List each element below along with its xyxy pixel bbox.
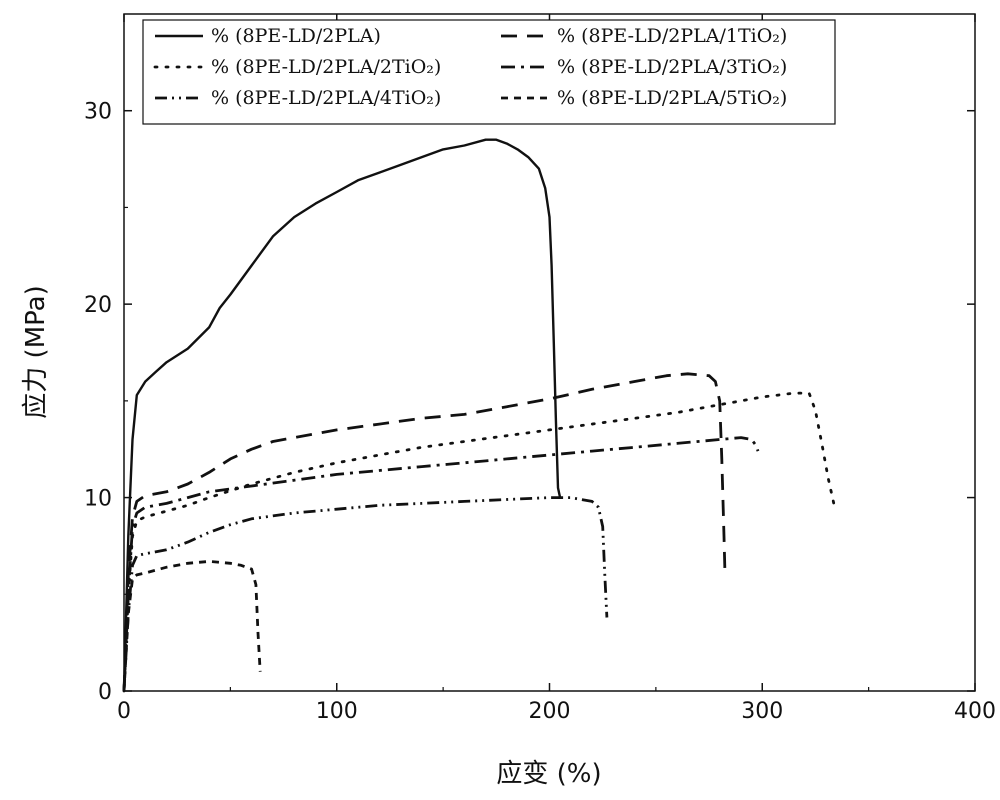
legend-label-3: % (8PE-LD/2PLA/2TiO₂)	[211, 56, 441, 78]
legend: % (8PE-LD/2PLA) % (8PE-LD/2PLA/1TiO₂) % (8…	[142, 19, 836, 125]
legend-label-2: % (8PE-LD/2PLA/1TiO₂)	[557, 25, 787, 47]
series-line-2	[122, 372, 727, 692]
x-tick-label: 400	[954, 699, 996, 724]
legend-box	[142, 19, 836, 125]
x-axis-title: 应变 (%)	[496, 759, 601, 789]
legend-label-4: % (8PE-LD/2PLA/3TiO₂)	[557, 56, 787, 78]
legend-label-5: % (8PE-LD/2PLA/4TiO₂)	[211, 87, 441, 109]
series-line-3	[122, 391, 836, 693]
x-tick-label: 100	[316, 699, 358, 724]
series-line-1	[122, 138, 562, 692]
y-tick-label: 10	[84, 487, 112, 512]
legend-label-6: % (8PE-LD/2PLA/5TiO₂)	[557, 87, 787, 109]
x-tick-label: 0	[117, 699, 131, 724]
y-tick-label: 30	[84, 100, 112, 125]
x-tick-label: 200	[529, 699, 571, 724]
y-axis-title: 应力 (MPa)	[21, 285, 51, 418]
legend-label-1: % (8PE-LD/2PLA)	[211, 25, 381, 47]
x-tick-label: 300	[741, 699, 783, 724]
series-layer	[122, 138, 836, 693]
series-line-5	[122, 496, 609, 692]
y-tick-label: 0	[98, 680, 112, 705]
y-tick-label: 20	[84, 293, 112, 318]
series-line-6	[122, 560, 262, 692]
series-line-4	[122, 436, 760, 692]
axis-ticks: 0 100 200 300 400 0 10 20 30	[84, 14, 996, 724]
